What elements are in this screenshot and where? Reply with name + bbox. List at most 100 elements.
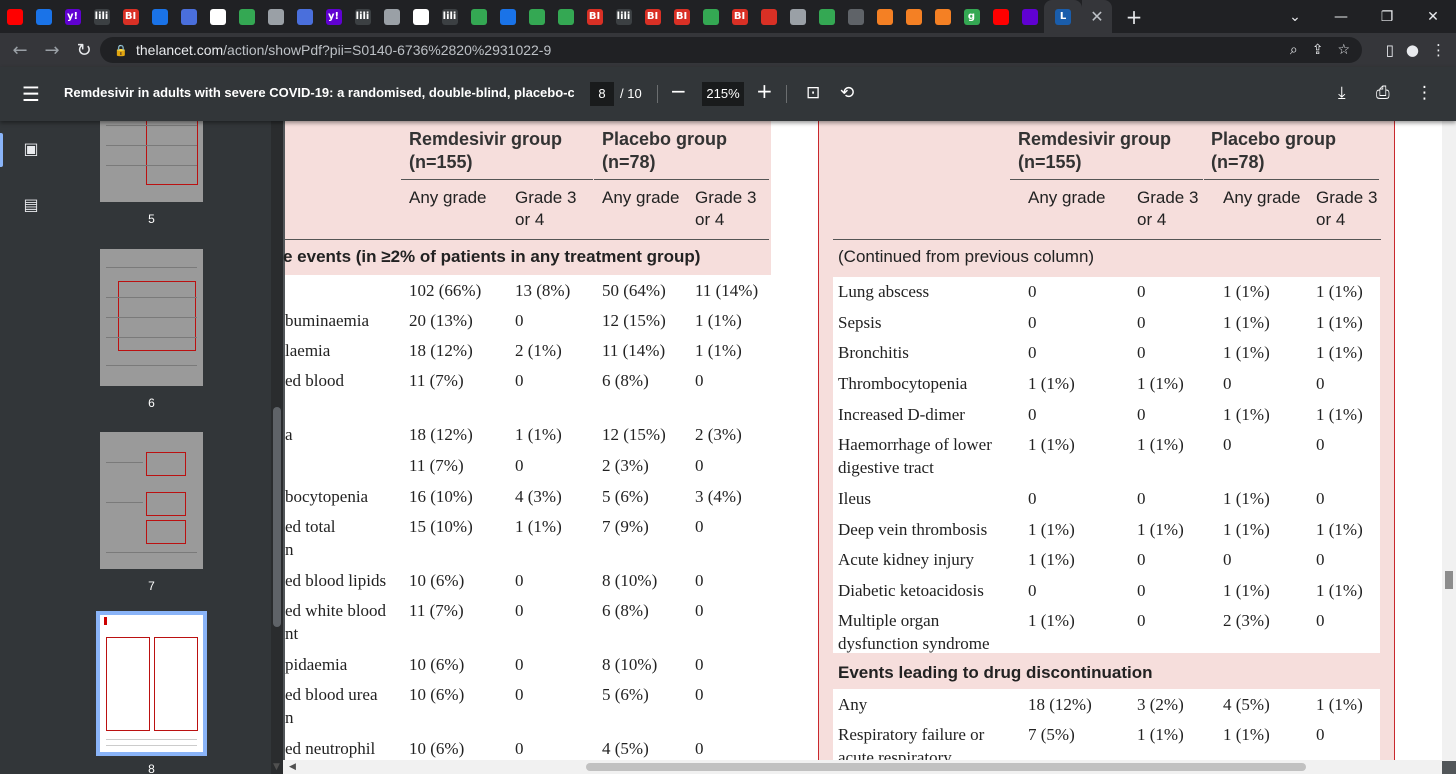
thumbnail-page-7[interactable]: 7 <box>100 432 203 593</box>
browser-tab[interactable] <box>870 0 899 33</box>
thumbnail-page-8[interactable]: 8 <box>96 611 207 774</box>
browser-tab[interactable]: lili <box>348 0 377 33</box>
profile-icon[interactable]: ● <box>1405 41 1419 59</box>
forward-icon[interactable]: → <box>44 39 60 61</box>
rotate-icon[interactable]: ⟲ <box>840 83 855 103</box>
browser-tab[interactable]: lili <box>609 0 638 33</box>
more-actions-icon[interactable]: ⋮ <box>1416 83 1433 103</box>
browser-tab[interactable] <box>29 0 58 33</box>
browser-tab[interactable] <box>522 0 551 33</box>
fit-page-icon[interactable]: ⊡ <box>806 83 821 103</box>
sidebar-scrollbar[interactable] <box>271 121 283 774</box>
continued-note: (Continued from previous column) <box>838 247 1095 266</box>
active-tab[interactable]: L <box>1044 0 1082 33</box>
browser-tab[interactable] <box>290 0 319 33</box>
browser-tab[interactable]: g <box>957 0 986 33</box>
browser-tab[interactable] <box>464 0 493 33</box>
zoom-in-button[interactable]: + <box>756 79 773 103</box>
browser-tab[interactable] <box>783 0 812 33</box>
bi-icon: BI <box>673 8 690 25</box>
zoom-level-input[interactable]: 215% <box>702 82 744 106</box>
browser-tab[interactable] <box>145 0 174 33</box>
thumbnail-page-6[interactable]: 6 <box>100 249 203 410</box>
url-path: /action/showPdf?pii=S0140-6736%2820%2931… <box>223 42 552 58</box>
browser-tab[interactable]: BI <box>580 0 609 33</box>
download-icon[interactable]: ⤓ <box>1338 83 1346 103</box>
vertical-scroll-thumb[interactable] <box>1445 571 1453 589</box>
browser-tab[interactable] <box>696 0 725 33</box>
browser-tab[interactable] <box>493 0 522 33</box>
horizontal-scrollbar[interactable]: ▼ ◀ <box>273 760 1442 774</box>
row-value: 4 (5%) <box>1223 695 1270 714</box>
bookmark-icon <box>296 8 313 25</box>
restore-icon[interactable]: ❐ <box>1380 8 1394 25</box>
browser-tab[interactable]: BI <box>725 0 754 33</box>
minimize-icon[interactable]: — <box>1334 8 1348 25</box>
side-panel-icon[interactable]: ▯ <box>1385 41 1394 59</box>
zoom-icon[interactable]: ⌕ <box>1289 42 1298 58</box>
row-value: 1 (1%) <box>1028 550 1075 569</box>
row-value: 0 <box>1137 313 1146 332</box>
page-number-input[interactable]: 8 <box>590 82 614 106</box>
reload-icon[interactable]: ↻ <box>76 39 92 61</box>
thumbnails-tab-icon[interactable]: ▣ <box>0 133 42 167</box>
share-icon[interactable]: ⇪ <box>1311 42 1324 58</box>
sidebar-menu-icon[interactable]: ☰ <box>22 82 40 106</box>
row-value: 0 <box>695 685 704 704</box>
browser-tab[interactable] <box>406 0 435 33</box>
scroll-left-arrow-icon[interactable]: ◀ <box>289 762 296 772</box>
zoom-out-button[interactable]: − <box>670 79 687 103</box>
new-tab-button[interactable]: + <box>1125 4 1143 29</box>
url-omnibox[interactable]: 🔒 thelancet.com/action/showPdf?pii=S0140… <box>100 37 1362 63</box>
browser-tab[interactable] <box>203 0 232 33</box>
browser-tab[interactable] <box>841 0 870 33</box>
browser-tab[interactable]: BI <box>667 0 696 33</box>
row-label: ed total <box>285 517 336 536</box>
scroll-down-arrow-icon[interactable]: ▼ <box>273 762 280 772</box>
url-text[interactable]: thelancet.com/action/showPdf?pii=S0140-6… <box>136 42 551 58</box>
browser-tab[interactable]: BI <box>638 0 667 33</box>
browser-tab[interactable] <box>261 0 290 33</box>
pdf-viewport[interactable]: Remdesivir group (n=155) Placebo group (n=7… <box>283 121 1456 774</box>
browser-tab[interactable]: lili <box>435 0 464 33</box>
browser-tab[interactable] <box>551 0 580 33</box>
row-value: 1 (1%) <box>1028 520 1075 539</box>
browser-tab[interactable] <box>986 0 1015 33</box>
browser-tab[interactable]: lili <box>87 0 116 33</box>
text-icon: lili <box>93 8 110 25</box>
browser-tab[interactable] <box>232 0 261 33</box>
outline-tab-icon[interactable]: ▤ <box>23 195 39 214</box>
sidebar-scroll-thumb[interactable] <box>273 407 281 627</box>
row-value: 8 (10%) <box>602 571 658 590</box>
row-value: 0 <box>1028 581 1037 600</box>
print-icon[interactable]: ⎙ <box>1376 83 1390 103</box>
horizontal-scroll-thumb[interactable] <box>586 763 1306 771</box>
browser-tab[interactable] <box>812 0 841 33</box>
row-label: Any <box>838 695 868 714</box>
browser-tab[interactable] <box>899 0 928 33</box>
tab-search-icon[interactable]: ⌄ <box>1289 8 1301 25</box>
back-icon[interactable]: ← <box>12 39 28 61</box>
thumbnail-page-5[interactable]: 5 <box>100 121 203 226</box>
browser-tab[interactable] <box>377 0 406 33</box>
browser-tab[interactable]: y! <box>58 0 87 33</box>
browser-tab[interactable]: BI <box>116 0 145 33</box>
window-controls: ⌄ — ❐ ✕ <box>1272 0 1456 33</box>
bookmark-star-icon[interactable]: ☆ <box>1337 42 1350 58</box>
row-label: ed blood <box>285 371 345 390</box>
browser-tab[interactable]: y! <box>319 0 348 33</box>
browser-tab[interactable] <box>928 0 957 33</box>
browser-tab[interactable] <box>174 0 203 33</box>
row-value: 1 (1%) <box>1028 435 1075 454</box>
lock-icon[interactable]: 🔒 <box>114 44 128 57</box>
vertical-scrollbar[interactable] <box>1442 121 1456 761</box>
browser-tab[interactable] <box>754 0 783 33</box>
browser-tab[interactable] <box>1015 0 1044 33</box>
browser-tab[interactable] <box>0 0 29 33</box>
any-grade-header: Any grade <box>409 188 487 207</box>
browser-menu-icon[interactable]: ⋮ <box>1431 41 1446 59</box>
close-window-icon[interactable]: ✕ <box>1427 8 1439 25</box>
close-tab-icon[interactable]: ✕ <box>1082 0 1112 33</box>
dice-icon <box>209 8 226 25</box>
yahoo-icon: y! <box>325 8 342 25</box>
